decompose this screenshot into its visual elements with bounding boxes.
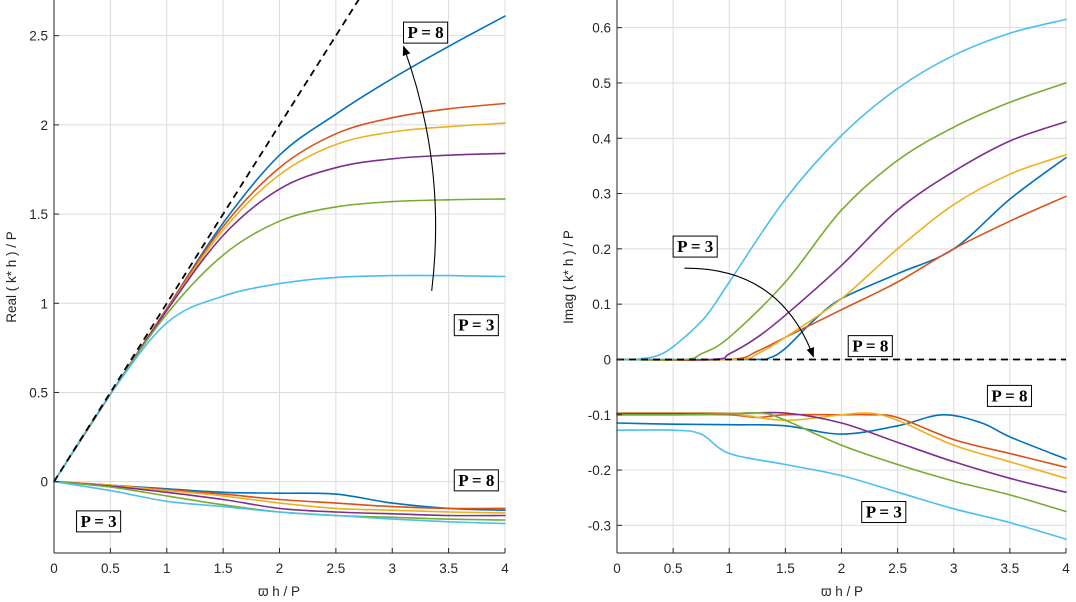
x-tick-label: 0 — [50, 561, 58, 576]
annotation-label: P = 3 — [453, 314, 499, 337]
y-tick-labels: -0.3 -0.2 -0.1 0 0.1 0.2 0.3 0.4 0.5 0.6 — [588, 21, 612, 534]
y-tick-label: 2 — [40, 118, 48, 133]
annotation-text: P = 3 — [677, 237, 713, 256]
y-tick-label: -0.1 — [588, 408, 611, 423]
y-tick-label: 2.5 — [29, 29, 48, 44]
x-tick-label: 1.5 — [214, 561, 233, 576]
series-line — [53, 480, 506, 525]
annotation-label: P = 8 — [847, 335, 893, 358]
annotation-label: P = 3 — [672, 235, 718, 258]
annotation-box — [403, 21, 449, 44]
x-tick-label: 3 — [388, 561, 396, 576]
x-tick-labels: 0 0.5 1 1.5 2 2.5 3 3.5 4 — [613, 561, 1070, 576]
annotation-box — [76, 510, 122, 533]
annotation-label: P = 3 — [76, 510, 122, 533]
arrow-group — [402, 45, 437, 291]
annotation-text: P = 3 — [866, 503, 902, 522]
imag-part-chart: 0 0.5 1 1.5 2 2.5 3 3.5 4 -0.3 -0.2 -0.1 0 0.1 0.2 0.3… — [561, 0, 1070, 599]
series-line — [616, 82, 1067, 361]
y-tick-label: 0.2 — [592, 242, 611, 257]
series-line — [616, 411, 1067, 493]
x-tick-label: 3.5 — [439, 561, 458, 576]
series-line — [616, 18, 1067, 361]
x-tick-label: 0.5 — [101, 561, 120, 576]
annotation-text: P = 8 — [991, 386, 1027, 405]
y-tick-label: 0.6 — [592, 21, 611, 36]
x-tick-label: 4 — [1062, 561, 1070, 576]
annotation-label: P = 8 — [986, 384, 1033, 407]
y-tick-label: 0.1 — [592, 297, 611, 312]
x-tick-label: 2 — [276, 561, 284, 576]
y-tick-label: 1.5 — [29, 207, 48, 222]
y-tick-label: 0.5 — [592, 76, 611, 91]
annotation-label: P = 8 — [453, 469, 499, 492]
x-tick-label: 1 — [163, 561, 171, 576]
real-part-chart: 0 0.5 1 1.5 2 2.5 3 3.5 4 00.511.522.5 P = 8P = … — [4, 0, 509, 599]
x-tick-label: 2 — [838, 561, 846, 576]
annotation-box — [986, 384, 1033, 407]
annotation-box — [453, 469, 499, 492]
annotation-group: P = 3 P = 8 P = 8 P = 3 — [672, 235, 1033, 524]
x-tick-label: 3.5 — [1000, 561, 1019, 576]
asymptote-line — [53, 0, 360, 483]
y-tick-label: -0.2 — [588, 463, 611, 478]
axes — [616, 0, 1067, 554]
y-axis-title: Imag ( k* h ) / P — [561, 230, 576, 324]
annotation-text: P = 8 — [408, 23, 444, 42]
x-tick-label: 3 — [950, 561, 958, 576]
series-line — [53, 480, 506, 517]
grid — [53, 0, 506, 553]
x-tick-labels: 0 0.5 1 1.5 2 2.5 3 3.5 4 — [50, 561, 509, 576]
y-tick-label: 0.3 — [592, 187, 611, 202]
series-line — [616, 429, 1067, 540]
arrow-group — [684, 267, 814, 358]
x-axis-title: ϖ h / P — [258, 584, 300, 599]
series-line — [616, 413, 1067, 460]
annotation-text: P = 8 — [458, 471, 494, 490]
asymptote-group — [53, 0, 360, 483]
x-tick-label: 1.5 — [776, 561, 795, 576]
annotation-text: P = 3 — [81, 512, 117, 531]
x-tick-label: 4 — [501, 561, 509, 576]
series-line — [53, 274, 506, 483]
annotation-box — [672, 235, 718, 258]
x-tick-label: 1 — [725, 561, 733, 576]
series-line — [616, 411, 1067, 513]
y-tick-label: 0.5 — [29, 385, 48, 400]
x-tick-label: 2.5 — [326, 561, 345, 576]
x-tick-label: 0.5 — [664, 561, 683, 576]
y-tick-label: 0.4 — [592, 131, 611, 146]
x-tick-label: 2.5 — [888, 561, 907, 576]
annotation-text: P = 3 — [458, 316, 494, 335]
annotation-group: P = 8 P = 3 P = 8 P = 3 — [76, 21, 499, 533]
y-tick-label: 1 — [40, 296, 48, 311]
annotation-label: P = 3 — [861, 501, 907, 524]
x-tick-label: 0 — [613, 561, 621, 576]
series-line — [616, 120, 1067, 361]
y-tick-label: -0.3 — [588, 518, 611, 533]
trend-arrow — [402, 45, 437, 291]
annotation-box — [847, 335, 893, 358]
x-axis-title: ϖ h / P — [821, 584, 863, 599]
series-group — [53, 15, 506, 525]
series-line — [53, 480, 506, 514]
annotation-text: P = 8 — [852, 337, 888, 356]
y-axis-title: Real ( k* h ) / P — [4, 231, 19, 323]
annotation-label: P = 8 — [403, 21, 449, 44]
annotation-box — [861, 501, 907, 524]
annotation-box — [453, 314, 499, 337]
trend-arrow — [684, 267, 814, 358]
axes — [53, 0, 506, 554]
series-group — [616, 18, 1067, 540]
y-tick-label: 0 — [40, 475, 48, 490]
y-tick-labels: 0 0.5 1 1.5 2 2.5 — [29, 29, 48, 490]
y-tick-label: 0 — [603, 352, 611, 367]
